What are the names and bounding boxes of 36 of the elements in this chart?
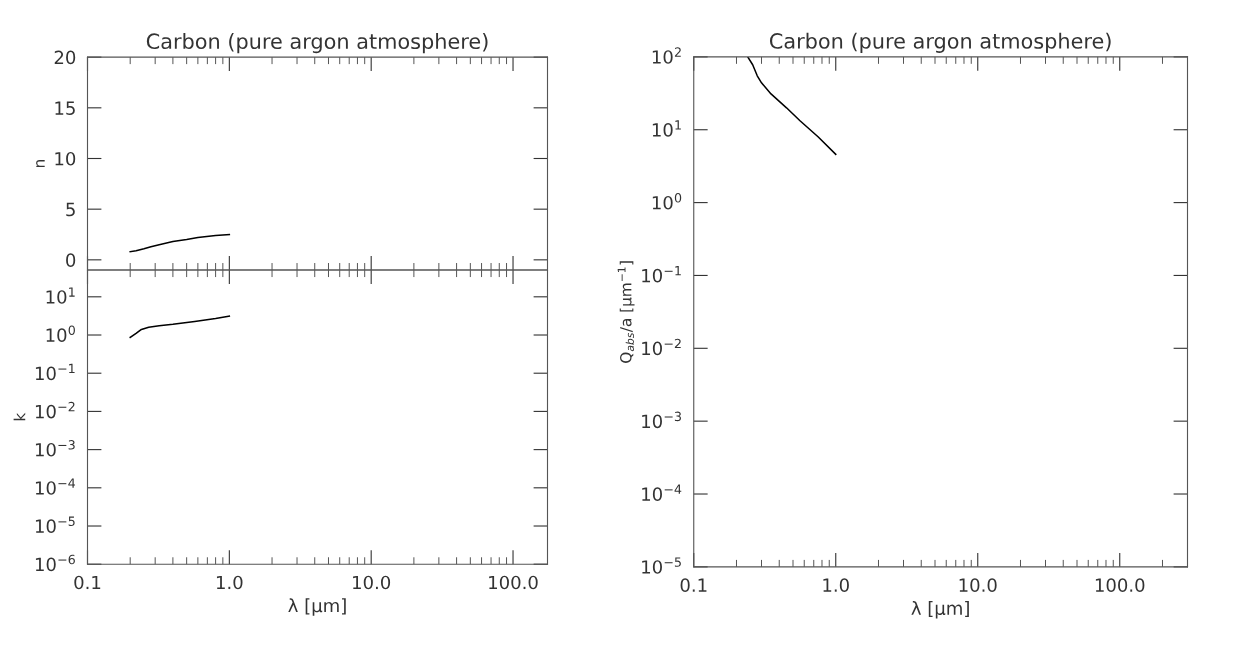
x-tick-label: 100.0	[1095, 578, 1145, 592]
x-tick-label: 1.0	[823, 578, 849, 592]
y-tick-label: 10$^{−5}$	[35, 516, 75, 534]
y-tick-label: 20	[54, 50, 76, 65]
y-tick-label: 10$^{−4}$	[642, 484, 682, 501]
y-tick-label: 10$^{1}$	[652, 120, 681, 137]
y-tick-label: 10$^{−3}$	[642, 411, 681, 429]
y-axis-title: k	[13, 412, 26, 421]
y-tick-label: 10	[55, 151, 76, 166]
x-tick-label: 0.1	[680, 578, 707, 592]
y-tick-label: 10$^{−6}$	[35, 554, 75, 572]
y-tick-label: 10$^{−1}$	[642, 266, 681, 283]
y-tick-label: 15	[55, 101, 75, 115]
y-tick-label: 10$^{−4}$	[35, 478, 76, 495]
y-tick-label: 10$^{−5}$	[642, 557, 681, 574]
x-tick-label: 0.1	[74, 575, 101, 590]
x-axis-title: λ [μm]	[288, 598, 346, 616]
y-tick-label: 5	[66, 202, 75, 217]
y-tick-label: 10$^{−2}$	[642, 338, 681, 356]
y-tick-label: 10$^{0}$	[46, 325, 75, 342]
x-tick-label: 10.0	[353, 575, 391, 590]
y-tick-label: 10$^{−1}$	[35, 363, 75, 381]
y-axis-title: n	[36, 160, 45, 168]
x-tick-label: 100.0	[489, 575, 538, 590]
chart-title: Carbon (pure argon atmosphere)	[769, 32, 1111, 53]
y-tick-label: 10$^{−3}$	[35, 440, 75, 457]
chart-title: Carbon (pure argon atmosphere)	[146, 32, 488, 54]
y-tick-label: 10$^{−2}$	[35, 401, 75, 419]
x-tick-label: 1.0	[216, 575, 243, 590]
y-tick-label: 10$^{1}$	[46, 287, 75, 304]
y-tick-label: 0	[66, 253, 76, 267]
y-tick-label: 10$^{0}$	[652, 193, 682, 210]
y-tick-label: 10$^{2}$	[652, 47, 681, 64]
x-axis-title: λ [μm]	[911, 601, 969, 619]
x-tick-label: 10.0	[959, 578, 997, 592]
y-axis-title: Q$_{abs}$/a [μm$^{−1}$]	[617, 261, 635, 363]
